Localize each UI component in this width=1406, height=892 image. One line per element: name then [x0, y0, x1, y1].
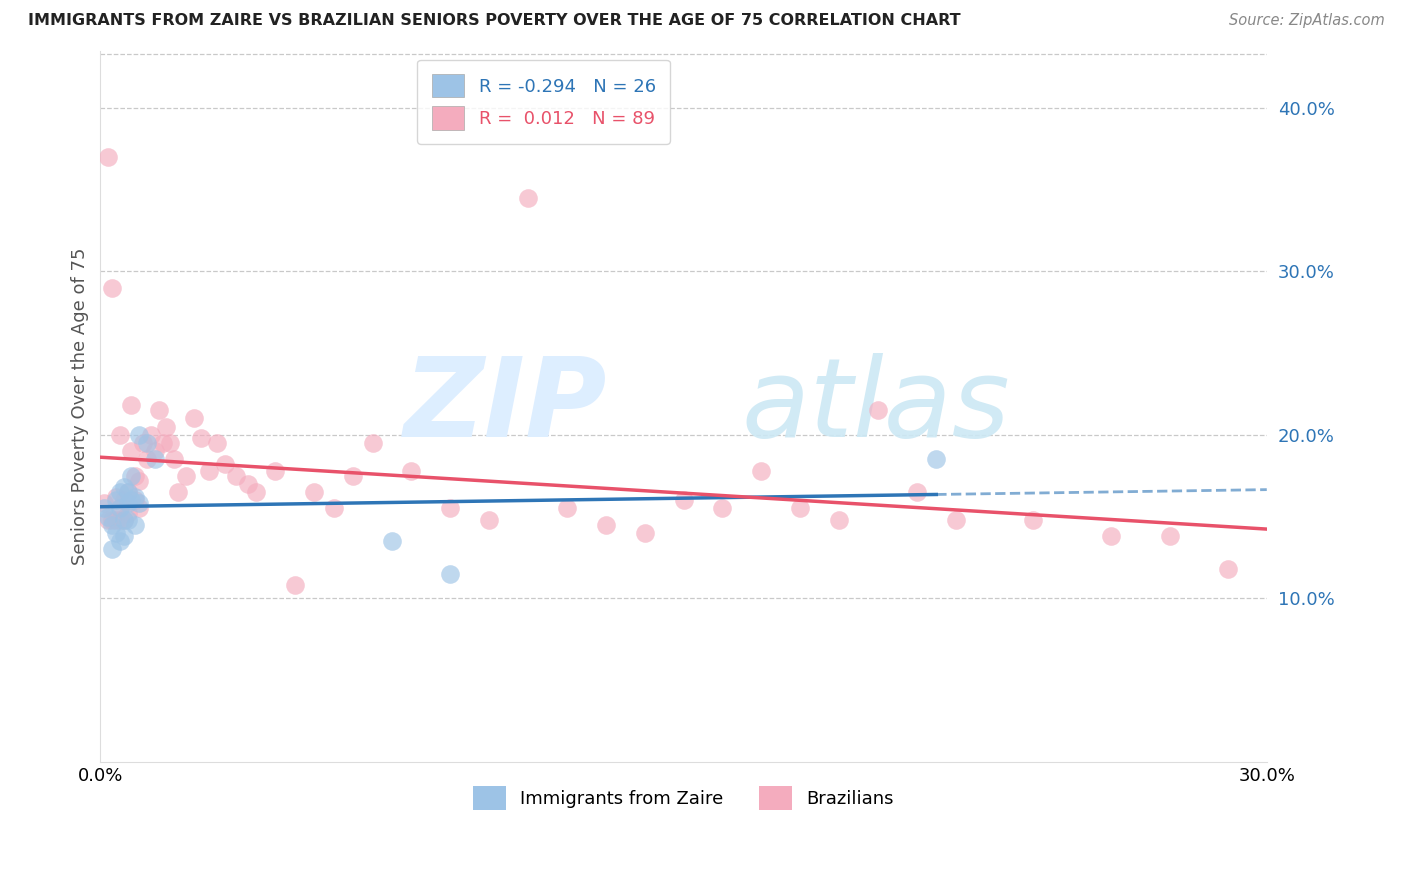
Point: [136, 436, 159, 450]
Point: [517, 191, 540, 205]
Point: [439, 501, 461, 516]
Point: [101, 542, 124, 557]
Point: [120, 398, 142, 412]
Point: [143, 444, 166, 458]
Point: [381, 534, 404, 549]
Point: [108, 427, 131, 442]
Point: [108, 485, 131, 500]
Point: [159, 436, 181, 450]
Point: [108, 534, 131, 549]
Point: [225, 468, 247, 483]
Point: [93, 501, 115, 516]
Point: [97, 509, 120, 524]
Point: [136, 452, 159, 467]
Point: [1216, 562, 1239, 576]
Point: [97, 150, 120, 164]
Text: ZIP: ZIP: [405, 352, 607, 459]
Point: [828, 513, 851, 527]
Point: [108, 513, 131, 527]
Point: [749, 464, 772, 478]
Point: [128, 474, 150, 488]
Point: [945, 513, 967, 527]
Point: [93, 496, 115, 510]
Point: [143, 452, 166, 467]
Point: [439, 566, 461, 581]
Point: [214, 457, 236, 471]
Y-axis label: Seniors Poverty Over the Age of 75: Seniors Poverty Over the Age of 75: [72, 247, 89, 565]
Point: [104, 525, 127, 540]
Point: [925, 452, 948, 467]
Point: [198, 464, 221, 478]
Point: [124, 468, 146, 483]
Point: [120, 444, 142, 458]
Point: [302, 485, 325, 500]
Point: [478, 513, 501, 527]
Point: [163, 452, 186, 467]
Point: [128, 501, 150, 516]
Point: [322, 501, 344, 516]
Point: [112, 493, 135, 508]
Point: [112, 513, 135, 527]
Point: [711, 501, 734, 516]
Point: [905, 485, 928, 500]
Point: [401, 464, 423, 478]
Point: [104, 513, 127, 527]
Point: [174, 468, 197, 483]
Point: [97, 513, 120, 527]
Point: [245, 485, 267, 500]
Point: [104, 490, 127, 504]
Point: [132, 436, 155, 450]
Point: [120, 493, 142, 508]
Point: [124, 490, 146, 504]
Point: [155, 419, 177, 434]
Point: [101, 513, 124, 527]
Point: [205, 436, 228, 450]
Point: [112, 529, 135, 543]
Point: [183, 411, 205, 425]
Point: [117, 496, 139, 510]
Point: [139, 427, 162, 442]
Text: IMMIGRANTS FROM ZAIRE VS BRAZILIAN SENIORS POVERTY OVER THE AGE OF 75 CORRELATIO: IMMIGRANTS FROM ZAIRE VS BRAZILIAN SENIO…: [28, 13, 960, 29]
Point: [634, 525, 657, 540]
Point: [117, 506, 139, 520]
Point: [555, 501, 578, 516]
Legend: Immigrants from Zaire, Brazilians: Immigrants from Zaire, Brazilians: [465, 779, 901, 817]
Point: [117, 513, 139, 527]
Point: [128, 427, 150, 442]
Point: [1099, 529, 1122, 543]
Point: [789, 501, 811, 516]
Point: [117, 485, 139, 500]
Point: [236, 476, 259, 491]
Point: [101, 517, 124, 532]
Point: [595, 517, 617, 532]
Text: atlas: atlas: [742, 352, 1011, 459]
Point: [117, 485, 139, 500]
Point: [120, 468, 142, 483]
Point: [104, 493, 127, 508]
Point: [108, 501, 131, 516]
Point: [672, 493, 695, 508]
Point: [124, 517, 146, 532]
Point: [361, 436, 384, 450]
Point: [190, 431, 212, 445]
Point: [112, 513, 135, 527]
Point: [108, 501, 131, 516]
Point: [128, 496, 150, 510]
Text: Source: ZipAtlas.com: Source: ZipAtlas.com: [1229, 13, 1385, 29]
Point: [284, 578, 307, 592]
Point: [167, 485, 190, 500]
Point: [101, 281, 124, 295]
Point: [264, 464, 287, 478]
Point: [124, 493, 146, 508]
Point: [1159, 529, 1181, 543]
Point: [342, 468, 364, 483]
Point: [148, 403, 170, 417]
Point: [1022, 513, 1045, 527]
Point: [112, 480, 135, 494]
Point: [866, 403, 889, 417]
Point: [152, 436, 174, 450]
